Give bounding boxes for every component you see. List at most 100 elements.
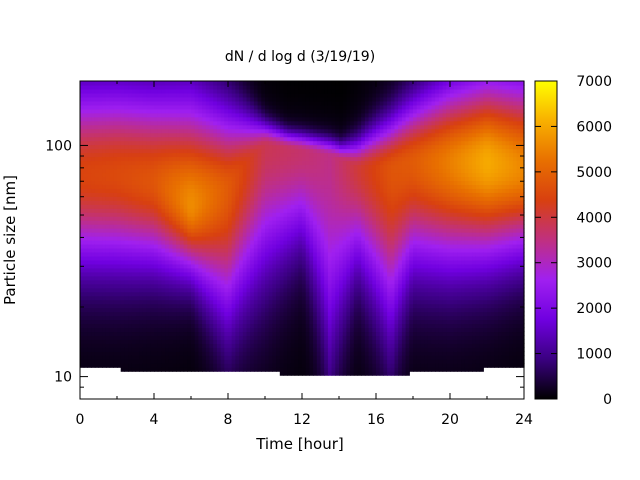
heatmap-cell [168,156,174,162]
heatmap-cell [205,188,211,193]
heatmap-cell [239,255,244,261]
heatmap-cell [91,88,96,94]
heatmap-cell [253,287,259,293]
heatmap-cell [272,359,277,364]
heatmap-cell [91,247,96,253]
heatmap-cell [154,196,159,201]
heatmap-cell [298,176,303,181]
heatmap-cell [224,311,229,317]
heatmap-cell [272,132,277,138]
heatmap-cell [91,120,96,126]
heatmap-cell [231,331,236,336]
heatmap-cell [220,323,225,329]
heatmap-cell [135,108,140,114]
heatmap-cell [242,156,248,162]
heatmap-cell [154,224,159,229]
heatmap-cell [305,367,310,372]
heatmap-cell [294,176,299,181]
heatmap-cell [131,275,137,281]
heatmap-cell [117,303,122,309]
heatmap-cell [172,267,177,273]
heatmap-cell [276,327,281,333]
heatmap-cell [165,275,170,281]
heatmap-cell [150,136,155,142]
heatmap-cell [161,104,166,110]
heatmap-cell [228,144,233,150]
heatmap-cell [194,148,199,154]
heatmap-cell [309,275,314,281]
heatmap-cell [146,220,151,225]
heatmap-cell [276,351,281,356]
heatmap-cell [235,216,240,221]
heatmap-cell [305,243,310,249]
heatmap-cell [194,363,199,368]
heatmap-cell [324,327,329,333]
heatmap-cell [124,196,129,201]
heatmap-cell [191,367,196,372]
heatmap-cell [98,216,103,221]
heatmap-cell [246,335,251,340]
heatmap-cell [257,116,262,122]
heatmap-cell [220,240,225,245]
heatmap-cell [117,299,122,305]
heatmap-cell [246,208,251,213]
heatmap-cell [98,311,103,317]
heatmap-cell [279,176,285,181]
heatmap-cell [187,363,192,368]
heatmap-cell [235,363,240,368]
heatmap-cell [209,176,214,181]
heatmap-cell [246,81,251,86]
heatmap-cell [109,200,114,205]
heatmap-cell [261,212,266,217]
heatmap-cell [157,367,162,372]
heatmap-cell [98,84,103,90]
heatmap-cell [253,331,259,336]
heatmap-cell [272,164,277,170]
heatmap-cell [283,355,288,360]
heatmap-cell [187,247,192,253]
heatmap-cell [131,271,137,277]
heatmap-cell [224,128,229,134]
heatmap-cell [165,81,170,86]
heatmap-cell [165,124,170,130]
heatmap-cell [257,232,262,237]
heatmap-cell [316,315,322,321]
heatmap-cell [146,299,151,305]
heatmap-cell [157,291,162,297]
heatmap-cell [294,236,299,241]
heatmap-cell [142,224,148,229]
heatmap-cell [91,299,96,305]
heatmap-cell [224,267,229,273]
heatmap-cell [246,124,251,130]
heatmap-cell [194,283,199,289]
heatmap-cell [80,88,85,94]
heatmap-cell [183,315,188,321]
heatmap-cell [168,220,174,225]
heatmap-cell [161,232,166,237]
heatmap-cell [109,224,114,229]
heatmap-cell [276,275,281,281]
heatmap-cell [142,200,148,205]
heatmap-cell [246,287,251,293]
heatmap-cell [324,116,329,122]
heatmap-cell [228,271,233,277]
heatmap-cell [320,148,325,154]
heatmap-cell [128,347,133,352]
heatmap-cell [239,347,244,352]
heatmap-cell [146,243,151,249]
heatmap-cell [150,323,155,329]
heatmap-cell [198,212,203,217]
heatmap-cell [91,100,96,106]
heatmap-cell [80,339,85,344]
heatmap-cell [202,259,207,265]
heatmap-cell [176,303,181,309]
heatmap-cell [154,351,159,356]
heatmap-cell [94,315,100,321]
heatmap-cell [168,124,174,130]
heatmap-cell [320,303,325,309]
heatmap-cell [94,128,100,134]
heatmap-cell [220,315,225,321]
heatmap-cell [276,140,281,146]
heatmap-cell [146,251,151,257]
heatmap-cell [305,303,310,309]
